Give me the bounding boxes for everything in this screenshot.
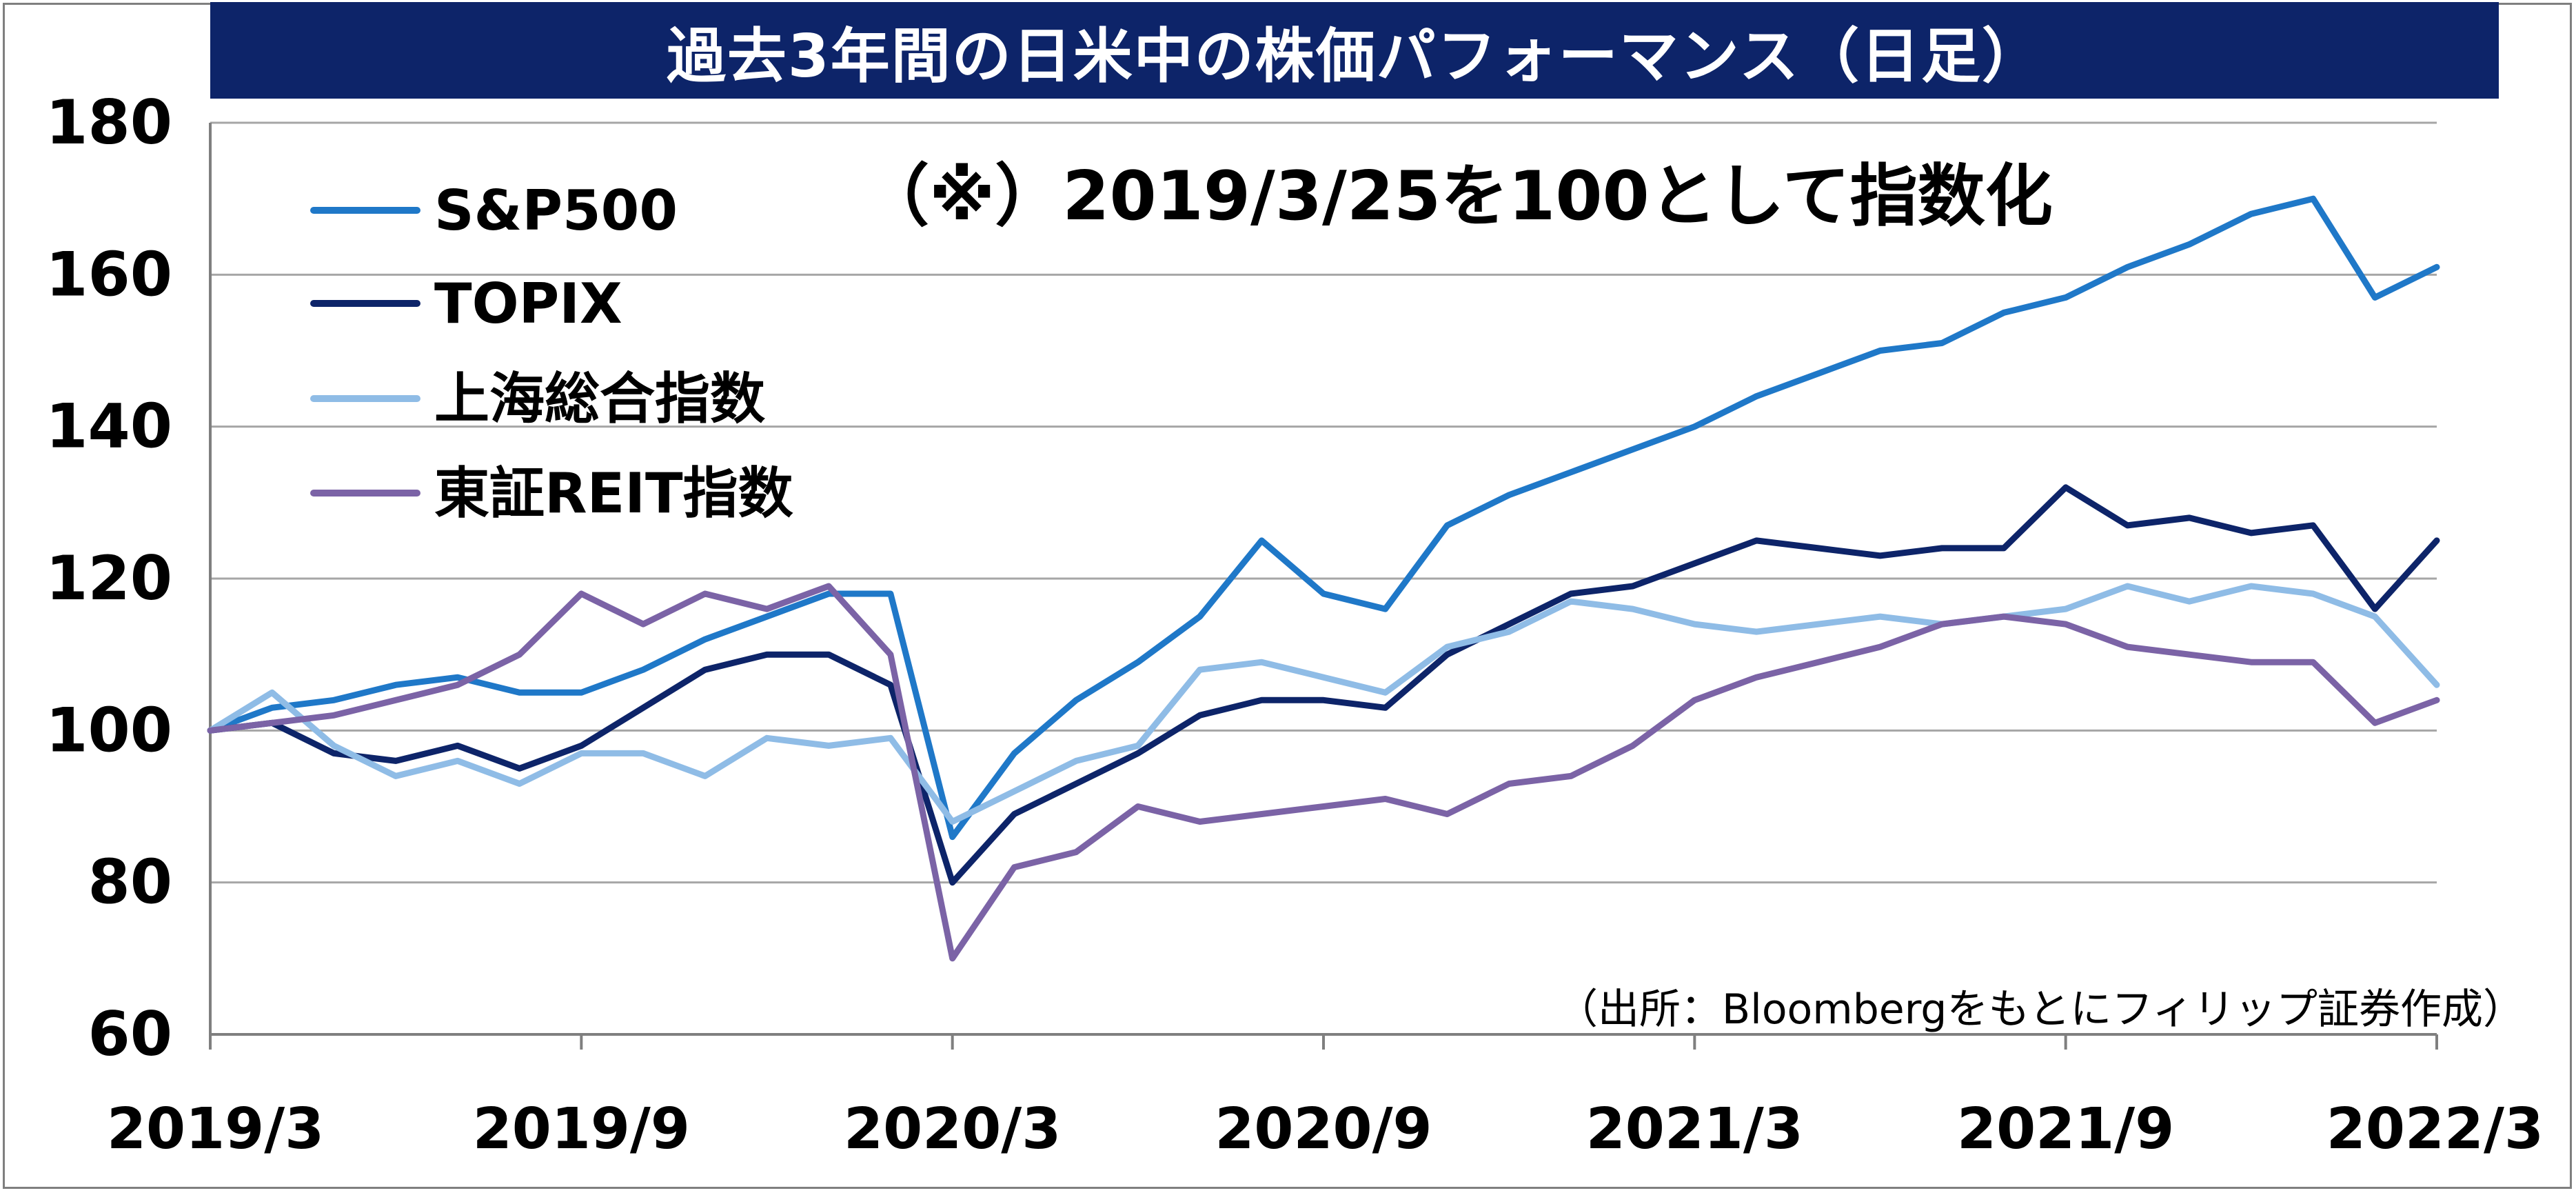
- y-tick-label: 120: [45, 543, 172, 614]
- legend-label: TOPIX: [434, 272, 622, 336]
- x-tick-label: 2022/3: [2326, 1096, 2544, 1162]
- x-tick-label: 2019/3: [107, 1096, 324, 1162]
- x-tick-label: 2020/9: [1215, 1096, 1432, 1162]
- x-tick-label: 2021/9: [1957, 1096, 2174, 1162]
- series-line-2: [207, 583, 2440, 825]
- x-tick-label: 2021/3: [1586, 1096, 1803, 1162]
- y-tick-label: 60: [88, 999, 172, 1070]
- y-tick-label: 80: [88, 847, 172, 918]
- y-tick-label: 140: [45, 391, 172, 462]
- y-tick-label: 180: [45, 87, 172, 158]
- gridlines: [210, 121, 2437, 884]
- source-note: （出所：Bloombergをもとにフィリップ証券作成）: [1556, 985, 2524, 1034]
- legend-label: 東証REIT指数: [434, 461, 793, 525]
- series-line-1: [207, 484, 2440, 886]
- x-tick-label: 2019/9: [473, 1096, 690, 1162]
- legend-label: S&P500: [434, 179, 678, 243]
- chart-title: 過去3年間の日米中の株価パフォーマンス（日足）: [210, 2, 2499, 99]
- y-tick-label: 100: [45, 694, 172, 765]
- legend-label: 上海総合指数: [434, 367, 765, 431]
- index-note: （※）2019/3/25を100として指数化: [862, 157, 2053, 236]
- y-tick-labels: 60 80 100 120 140 160 180: [45, 87, 172, 1070]
- y-tick-label: 160: [45, 239, 172, 310]
- x-tick-label: 2020/3: [844, 1096, 1061, 1162]
- axes: [209, 123, 2438, 1050]
- series-lines: [207, 195, 2440, 962]
- x-tick-labels: 2019/3 2019/9 2020/3 2020/9 2021/3 2021/9 2022…: [107, 1096, 2544, 1162]
